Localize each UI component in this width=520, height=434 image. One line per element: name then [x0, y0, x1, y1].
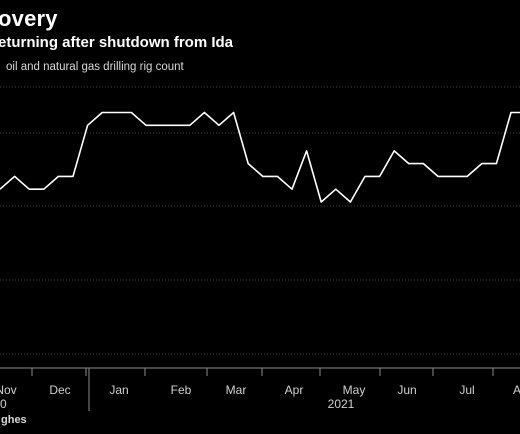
x-group-label: 2021	[328, 397, 355, 411]
x-tick-label: Dec	[49, 383, 70, 397]
chart-title: overy	[0, 6, 58, 31]
x-tick-label: May	[343, 383, 366, 397]
chart-caption: oil and natural gas drilling rig count	[6, 61, 184, 73]
series-layer	[0, 111, 520, 203]
x-tick-label: Feb	[171, 383, 192, 397]
x-tick-label: Nov	[0, 383, 17, 397]
x-tick-label: Jan	[109, 383, 128, 397]
x-group-label: 0	[0, 397, 7, 411]
x-tick-label: Jun	[397, 383, 416, 397]
x-tick-label: A	[513, 383, 520, 397]
source-note: ghes	[1, 414, 27, 426]
gridlines	[0, 86, 520, 355]
x-tick-labels: Nov Dec Jan Feb Mar Apr May Jun Jul A 0 2021	[0, 368, 520, 411]
chart-subtitle: eturning after shutdown from Ida	[0, 34, 233, 51]
x-tick-label: Mar	[226, 383, 247, 397]
x-tick-label: Apr	[285, 383, 304, 397]
series-line	[0, 111, 520, 203]
x-tick-label: Jul	[459, 383, 474, 397]
